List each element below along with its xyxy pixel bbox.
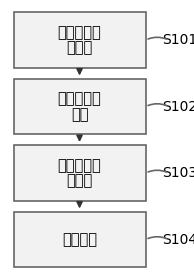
Text: S101: S101 (162, 33, 194, 47)
Text: 调取网络资: 调取网络资 (58, 158, 101, 173)
FancyBboxPatch shape (14, 212, 146, 267)
Text: 检修复制: 检修复制 (62, 232, 97, 247)
Text: 点检网络分: 点检网络分 (58, 25, 101, 40)
FancyBboxPatch shape (14, 145, 146, 201)
Text: S104: S104 (162, 233, 194, 247)
Text: S102: S102 (162, 100, 194, 114)
FancyBboxPatch shape (14, 12, 146, 68)
Text: S103: S103 (162, 166, 194, 180)
Text: 治具: 治具 (71, 107, 88, 122)
FancyBboxPatch shape (14, 79, 146, 134)
Text: 料测试: 料测试 (66, 173, 93, 188)
Text: 架网络分割: 架网络分割 (58, 91, 101, 107)
Text: 割治具: 割治具 (66, 40, 93, 55)
